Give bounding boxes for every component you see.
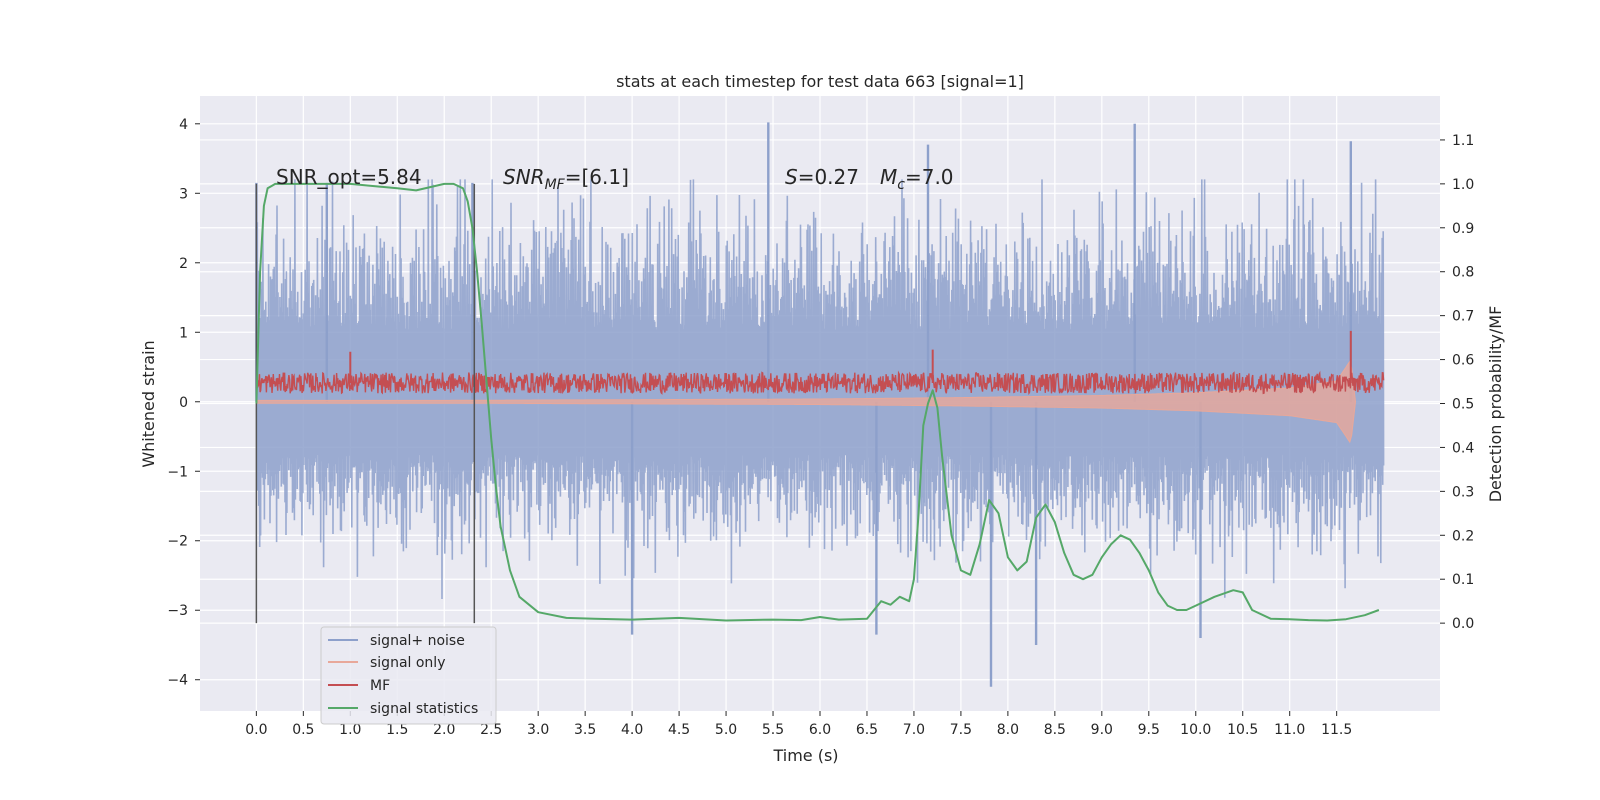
y-right-tick-label-4: 0.4 [1452, 440, 1474, 456]
x-tick-label-10: 5.0 [715, 722, 737, 738]
mf-line [255, 370, 1385, 396]
x-tick-label-17: 8.5 [1044, 722, 1066, 738]
annotation-s: S=0.27 [785, 165, 859, 189]
signal-statistics-line [255, 182, 1380, 622]
y-axis-label: Whitened strain [139, 340, 158, 467]
x-tick-label-3: 1.5 [386, 722, 408, 738]
annotation-snr-mf-symbol: SNR [503, 165, 545, 189]
x-tick-label-11: 5.5 [762, 722, 784, 738]
y-tick-label-6: 2 [179, 256, 188, 272]
vertical-markers [255, 183, 476, 624]
y-right-tick-label-8: 0.8 [1452, 265, 1474, 281]
x-tick-label-4: 2.0 [433, 722, 455, 738]
annotation-s-value: =0.27 [798, 165, 859, 189]
y-right-tick-label-1: 0.1 [1452, 572, 1474, 588]
x-tick-label-12: 6.0 [809, 722, 831, 738]
y-right-tick-label-0: 0.0 [1452, 616, 1474, 632]
legend-box [320, 626, 497, 725]
x-tick-label-21: 10.5 [1227, 722, 1258, 738]
x-tick-label-5: 2.5 [480, 722, 502, 738]
x-tick-label-15: 7.5 [950, 722, 972, 738]
annotation-snr-mf-value: =[6.1] [565, 165, 629, 189]
legend-label-signal-statistics: signal statistics [370, 701, 478, 717]
x-tick-label-0: 0.0 [245, 722, 267, 738]
annotation-snr-mf: SNRMF=[6.1] [503, 165, 629, 193]
y-right-tick-label-3: 0.3 [1452, 484, 1474, 500]
y-axis-right-label: Detection probability/MF [1486, 306, 1505, 503]
x-tick-label-9: 4.5 [668, 722, 690, 738]
y-tick-label-4: 0 [179, 395, 188, 411]
legend: signal+ noise signal only MF signal stat… [320, 626, 497, 725]
x-tick-label-22: 11.0 [1274, 722, 1305, 738]
y-tick-label-5: 1 [179, 325, 188, 341]
y-right-tick-label-2: 0.2 [1452, 528, 1474, 544]
y-right-tick-label-9: 0.9 [1452, 221, 1474, 237]
x-tick-label-2: 1.0 [339, 722, 361, 738]
x-tick-label-7: 3.5 [574, 722, 596, 738]
x-tick-label-16: 8.0 [997, 722, 1019, 738]
annotation-snr-opt: SNR_opt=5.84 [276, 165, 422, 189]
series-signal-statistics [255, 182, 1380, 622]
x-axis-label: Time (s) [772, 746, 838, 765]
y-right-tick-label-5: 0.5 [1452, 397, 1474, 413]
annotation-s-symbol: S [785, 165, 798, 189]
y-right-tick-label-7: 0.7 [1452, 309, 1474, 325]
legend-label-signal-noise: signal+ noise [370, 633, 465, 649]
signal-only-band [255, 360, 1357, 444]
x-tick-label-13: 6.5 [856, 722, 878, 738]
x-tick-label-20: 10.0 [1180, 722, 1211, 738]
chart-title: stats at each timestep for test data 663… [616, 72, 1024, 91]
mf-peaks [349, 330, 1352, 383]
x-tick-label-6: 3.0 [527, 722, 549, 738]
annotation-mc-symbol: M [880, 165, 897, 189]
y-tick-label-8: 4 [179, 117, 188, 133]
x-tick-label-23: 11.5 [1321, 722, 1352, 738]
annotation-mc-subscript: c [897, 177, 905, 193]
x-tick-label-14: 7.0 [903, 722, 925, 738]
y-tick-label-0: −4 [167, 673, 188, 689]
x-tick-label-8: 4.0 [621, 722, 643, 738]
y-tick-label-1: −3 [167, 603, 188, 619]
annotation-snr-mf-subscript: MF [545, 177, 566, 193]
x-tick-label-1: 0.5 [292, 722, 314, 738]
y-tick-label-7: 3 [179, 186, 188, 202]
series-signal-only [255, 360, 1357, 444]
y-right-tick-label-10: 1.0 [1452, 177, 1474, 193]
x-tick-label-19: 9.5 [1138, 722, 1160, 738]
annotation-mc-value: =7.0 [905, 165, 954, 189]
legend-label-signal-only: signal only [370, 655, 445, 671]
annotation-mc: Mc=7.0 [880, 165, 954, 193]
y-tick-label-3: −1 [167, 464, 188, 480]
legend-label-mf: MF [370, 678, 390, 694]
y-right-tick-label-6: 0.6 [1452, 353, 1474, 369]
y-right-tick-label-11: 1.1 [1452, 133, 1474, 149]
y-tick-label-2: −2 [167, 534, 188, 550]
x-tick-label-18: 9.0 [1091, 722, 1113, 738]
axis-ticks: 0.0 0.5 1.0 1.5 2.0 2.5 3.0 3.5 4.0 4.5 5.0 5.5 6.0 6… [167, 117, 1474, 738]
series-mf [255, 330, 1385, 396]
